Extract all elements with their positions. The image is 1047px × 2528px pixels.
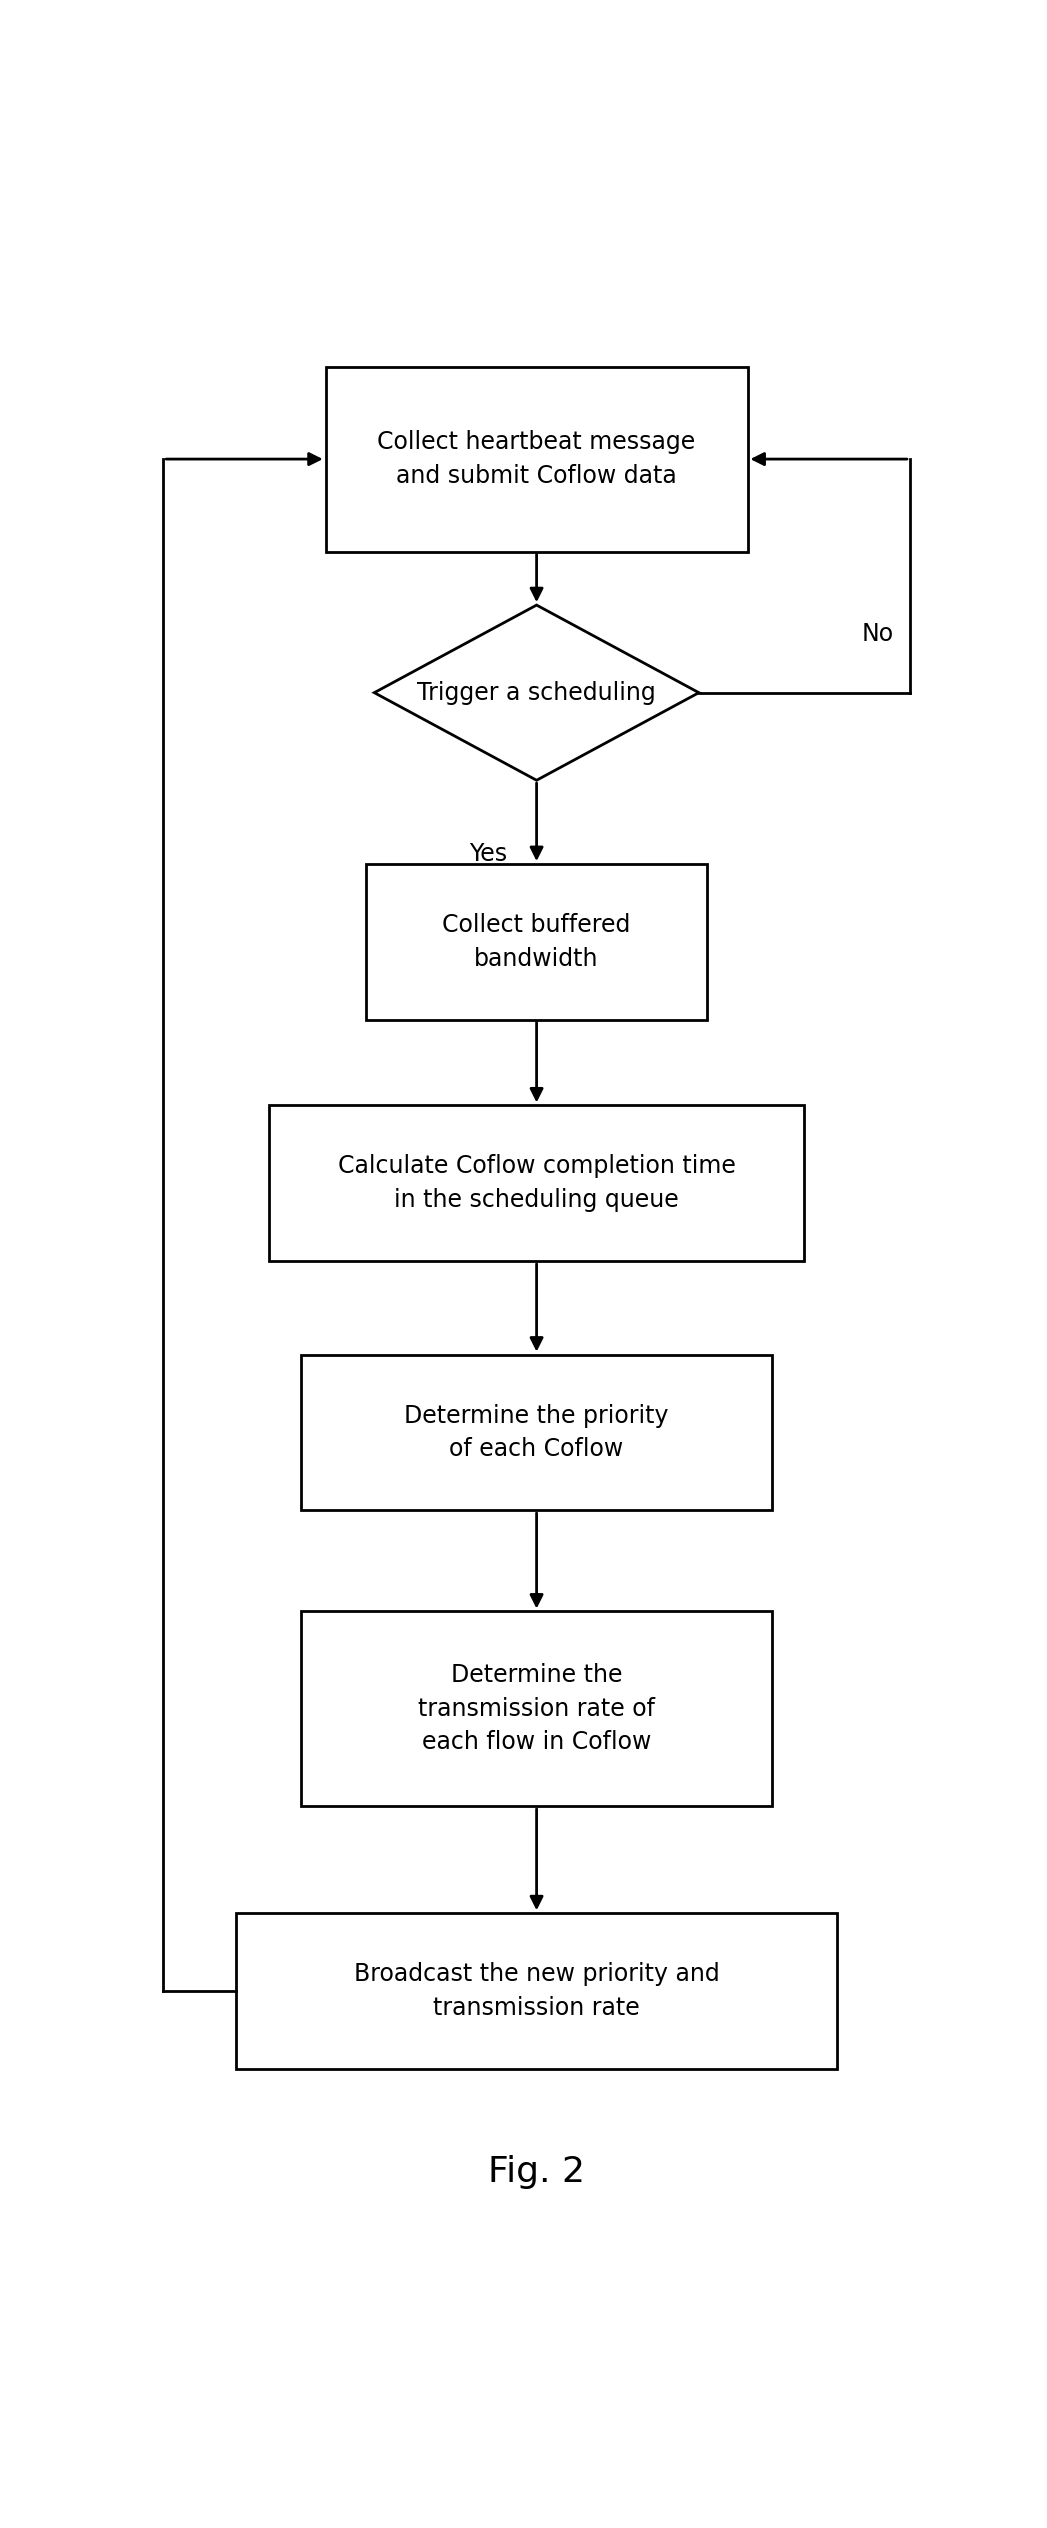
- Polygon shape: [375, 604, 699, 781]
- Text: Collect buffered
bandwidth: Collect buffered bandwidth: [443, 913, 630, 971]
- Text: Determine the priority
of each Coflow: Determine the priority of each Coflow: [404, 1403, 669, 1461]
- Text: Trigger a scheduling: Trigger a scheduling: [417, 680, 656, 705]
- Text: Determine the
transmission rate of
each flow in Coflow: Determine the transmission rate of each …: [418, 1663, 655, 1754]
- Text: Collect heartbeat message
and submit Coflow data: Collect heartbeat message and submit Cof…: [378, 430, 695, 488]
- Bar: [302, 1355, 772, 1509]
- Text: Calculate Coflow completion time
in the scheduling queue: Calculate Coflow completion time in the …: [337, 1155, 736, 1211]
- Bar: [302, 1610, 772, 1805]
- Text: No: No: [862, 622, 893, 647]
- Text: Yes: Yes: [469, 842, 507, 867]
- Text: Broadcast the new priority and
transmission rate: Broadcast the new priority and transmiss…: [354, 1962, 719, 2020]
- Bar: [366, 865, 707, 1019]
- Bar: [237, 1914, 837, 2068]
- Text: Fig. 2: Fig. 2: [488, 2154, 585, 2189]
- Bar: [326, 367, 748, 551]
- Bar: [269, 1105, 804, 1261]
